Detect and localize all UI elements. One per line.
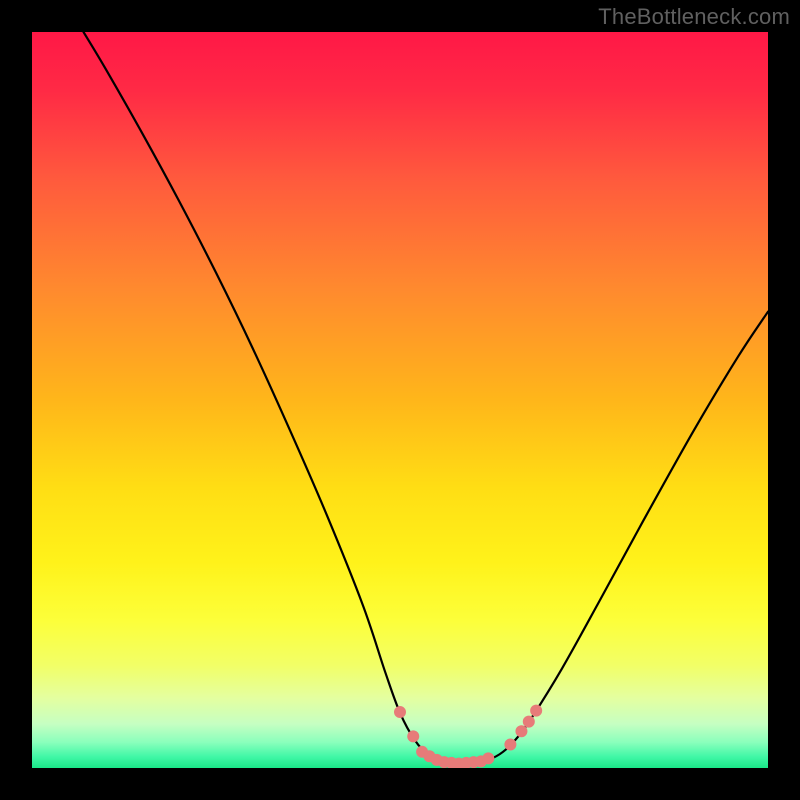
curve-marker [523, 716, 535, 728]
chart-svg [32, 32, 768, 768]
watermark-text: TheBottleneck.com [598, 4, 790, 30]
curve-marker [394, 706, 406, 718]
curve-marker [515, 725, 527, 737]
figure-outer: TheBottleneck.com [0, 0, 800, 800]
curve-marker [504, 738, 516, 750]
chart-background [32, 32, 768, 768]
curve-marker [482, 752, 494, 764]
curve-marker [530, 705, 542, 717]
curve-marker [407, 730, 419, 742]
plot-area [32, 32, 768, 768]
